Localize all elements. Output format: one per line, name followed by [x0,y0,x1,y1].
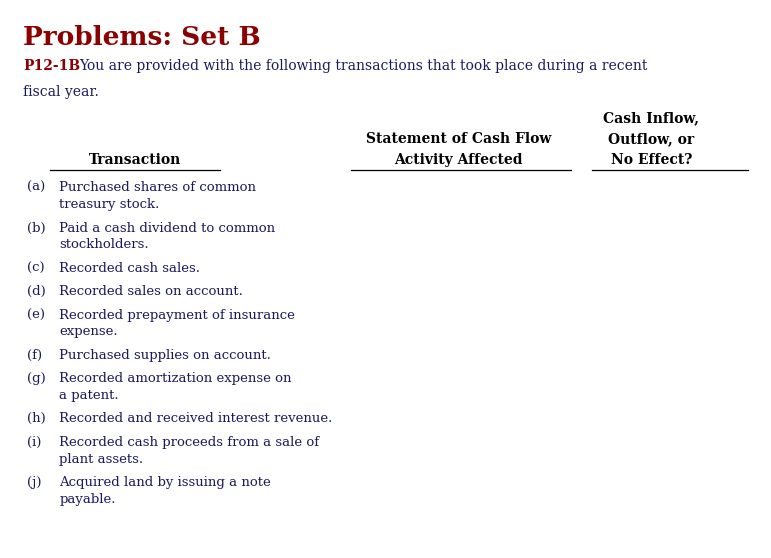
Text: Statement of Cash Flow: Statement of Cash Flow [366,132,551,146]
Text: Purchased shares of common: Purchased shares of common [59,181,257,194]
Text: P12-1B: P12-1B [23,59,80,73]
Text: (e): (e) [27,309,45,321]
Text: No Effect?: No Effect? [611,153,692,167]
Text: (c): (c) [27,262,45,275]
Text: Recorded cash proceeds from a sale of: Recorded cash proceeds from a sale of [59,436,319,449]
Text: Recorded prepayment of insurance: Recorded prepayment of insurance [59,309,295,321]
Text: payable.: payable. [59,493,116,506]
Text: (b): (b) [27,222,45,234]
Text: Problems: Set B: Problems: Set B [23,25,261,50]
Text: (f): (f) [27,349,42,362]
Text: fiscal year.: fiscal year. [23,85,99,99]
Text: (g): (g) [27,372,45,385]
Text: Recorded amortization expense on: Recorded amortization expense on [59,372,292,385]
Text: (d): (d) [27,285,45,298]
Text: (a): (a) [27,181,45,194]
Text: plant assets.: plant assets. [59,453,143,465]
Text: Cash Inflow,: Cash Inflow, [604,111,699,125]
Text: Recorded and received interest revenue.: Recorded and received interest revenue. [59,412,333,425]
Text: expense.: expense. [59,325,118,338]
Text: a patent.: a patent. [59,389,119,402]
Text: Recorded sales on account.: Recorded sales on account. [59,285,243,298]
Text: Acquired land by issuing a note: Acquired land by issuing a note [59,476,271,489]
Text: (j): (j) [27,476,42,489]
Text: (h): (h) [27,412,45,425]
Text: You are provided with the following transactions that took place during a recent: You are provided with the following tran… [79,59,648,73]
Text: Paid a cash dividend to common: Paid a cash dividend to common [59,222,275,234]
Text: Transaction: Transaction [89,153,181,167]
Text: Outflow, or: Outflow, or [608,132,695,146]
Text: treasury stock.: treasury stock. [59,198,160,211]
Text: Purchased supplies on account.: Purchased supplies on account. [59,349,271,362]
Text: Recorded cash sales.: Recorded cash sales. [59,262,200,275]
Text: stockholders.: stockholders. [59,238,149,251]
Text: Activity Affected: Activity Affected [395,153,523,167]
Text: (i): (i) [27,436,42,449]
